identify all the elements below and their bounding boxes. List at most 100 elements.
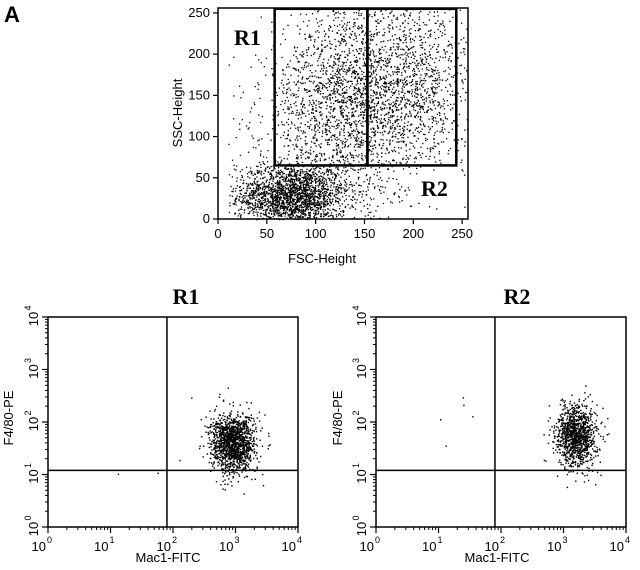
data-point [435, 77, 437, 80]
data-point [379, 190, 381, 192]
data-point [317, 213, 319, 215]
data-point [299, 210, 301, 212]
data-point [303, 192, 306, 195]
data-point [349, 135, 352, 137]
data-point [398, 119, 400, 121]
data-point [392, 46, 394, 48]
data-point [296, 112, 298, 114]
data-point [312, 195, 314, 197]
data-point [415, 156, 417, 158]
data-point [393, 86, 395, 88]
data-point [292, 190, 294, 192]
data-point [309, 204, 311, 206]
data-point [391, 22, 393, 24]
data-point [352, 50, 354, 52]
data-point [291, 169, 293, 171]
data-point [304, 174, 306, 176]
data-point [317, 90, 319, 92]
data-point [286, 89, 288, 91]
data-point [410, 47, 412, 50]
data-point [316, 76, 318, 78]
data-point [256, 215, 259, 217]
data-point [380, 41, 382, 43]
data-point [343, 99, 345, 101]
data-point [383, 86, 385, 88]
data-point [247, 206, 249, 209]
data-point [310, 178, 312, 180]
data-point [392, 105, 394, 107]
data-point [281, 206, 284, 208]
data-point [247, 195, 249, 197]
data-point [331, 125, 333, 127]
data-point [332, 208, 334, 210]
data-point [263, 214, 265, 216]
data-point [318, 89, 320, 91]
data-point [315, 120, 317, 122]
data-point [431, 89, 434, 91]
data-point [416, 167, 418, 170]
data-point [246, 173, 249, 175]
data-point [354, 25, 356, 27]
data-point [292, 200, 294, 202]
data-point [311, 94, 313, 97]
data-point [314, 188, 316, 190]
data-point [355, 71, 358, 73]
data-point [295, 56, 297, 58]
data-point [267, 193, 269, 195]
data-point [305, 187, 307, 189]
data-point [384, 95, 386, 97]
data-point [421, 105, 423, 107]
data-point [360, 79, 362, 82]
data-point [318, 82, 320, 84]
data-point [287, 183, 289, 185]
data-point [390, 46, 392, 49]
data-point [247, 186, 249, 188]
data-point [374, 108, 376, 111]
data-point [358, 52, 360, 55]
data-point [294, 68, 296, 70]
data-point [324, 158, 326, 160]
data-point [308, 100, 311, 102]
data-point [283, 185, 285, 187]
data-point [351, 44, 353, 46]
data-point [434, 22, 436, 24]
data-point [342, 96, 344, 98]
data-point [401, 72, 403, 74]
data-point [325, 33, 327, 35]
data-point [305, 185, 307, 187]
data-point [235, 187, 237, 190]
data-point [394, 128, 397, 130]
data-point [293, 184, 295, 186]
data-point [394, 71, 396, 73]
data-point [363, 17, 365, 19]
data-point [343, 200, 346, 202]
data-point [338, 213, 341, 215]
data-point [341, 156, 343, 158]
data-point [453, 139, 455, 141]
data-point [282, 28, 285, 30]
data-point [373, 110, 375, 112]
data-point [279, 184, 281, 186]
data-point [296, 156, 298, 159]
data-point [432, 46, 434, 48]
data-point [334, 107, 336, 109]
data-point [434, 100, 436, 102]
data-point [420, 74, 422, 76]
data-point [374, 106, 376, 109]
data-point [428, 95, 430, 97]
data-point [347, 70, 349, 72]
data-point [403, 30, 405, 32]
data-point [368, 15, 370, 18]
data-point [258, 185, 260, 187]
data-point [295, 68, 297, 70]
data-point [429, 155, 431, 157]
data-point [286, 121, 288, 124]
data-point [418, 105, 420, 107]
data-point [403, 140, 405, 143]
data-point [264, 199, 266, 201]
data-point [426, 24, 428, 26]
data-point [296, 214, 298, 216]
data-point [278, 186, 280, 188]
data-point [412, 53, 415, 55]
data-point [310, 174, 312, 176]
